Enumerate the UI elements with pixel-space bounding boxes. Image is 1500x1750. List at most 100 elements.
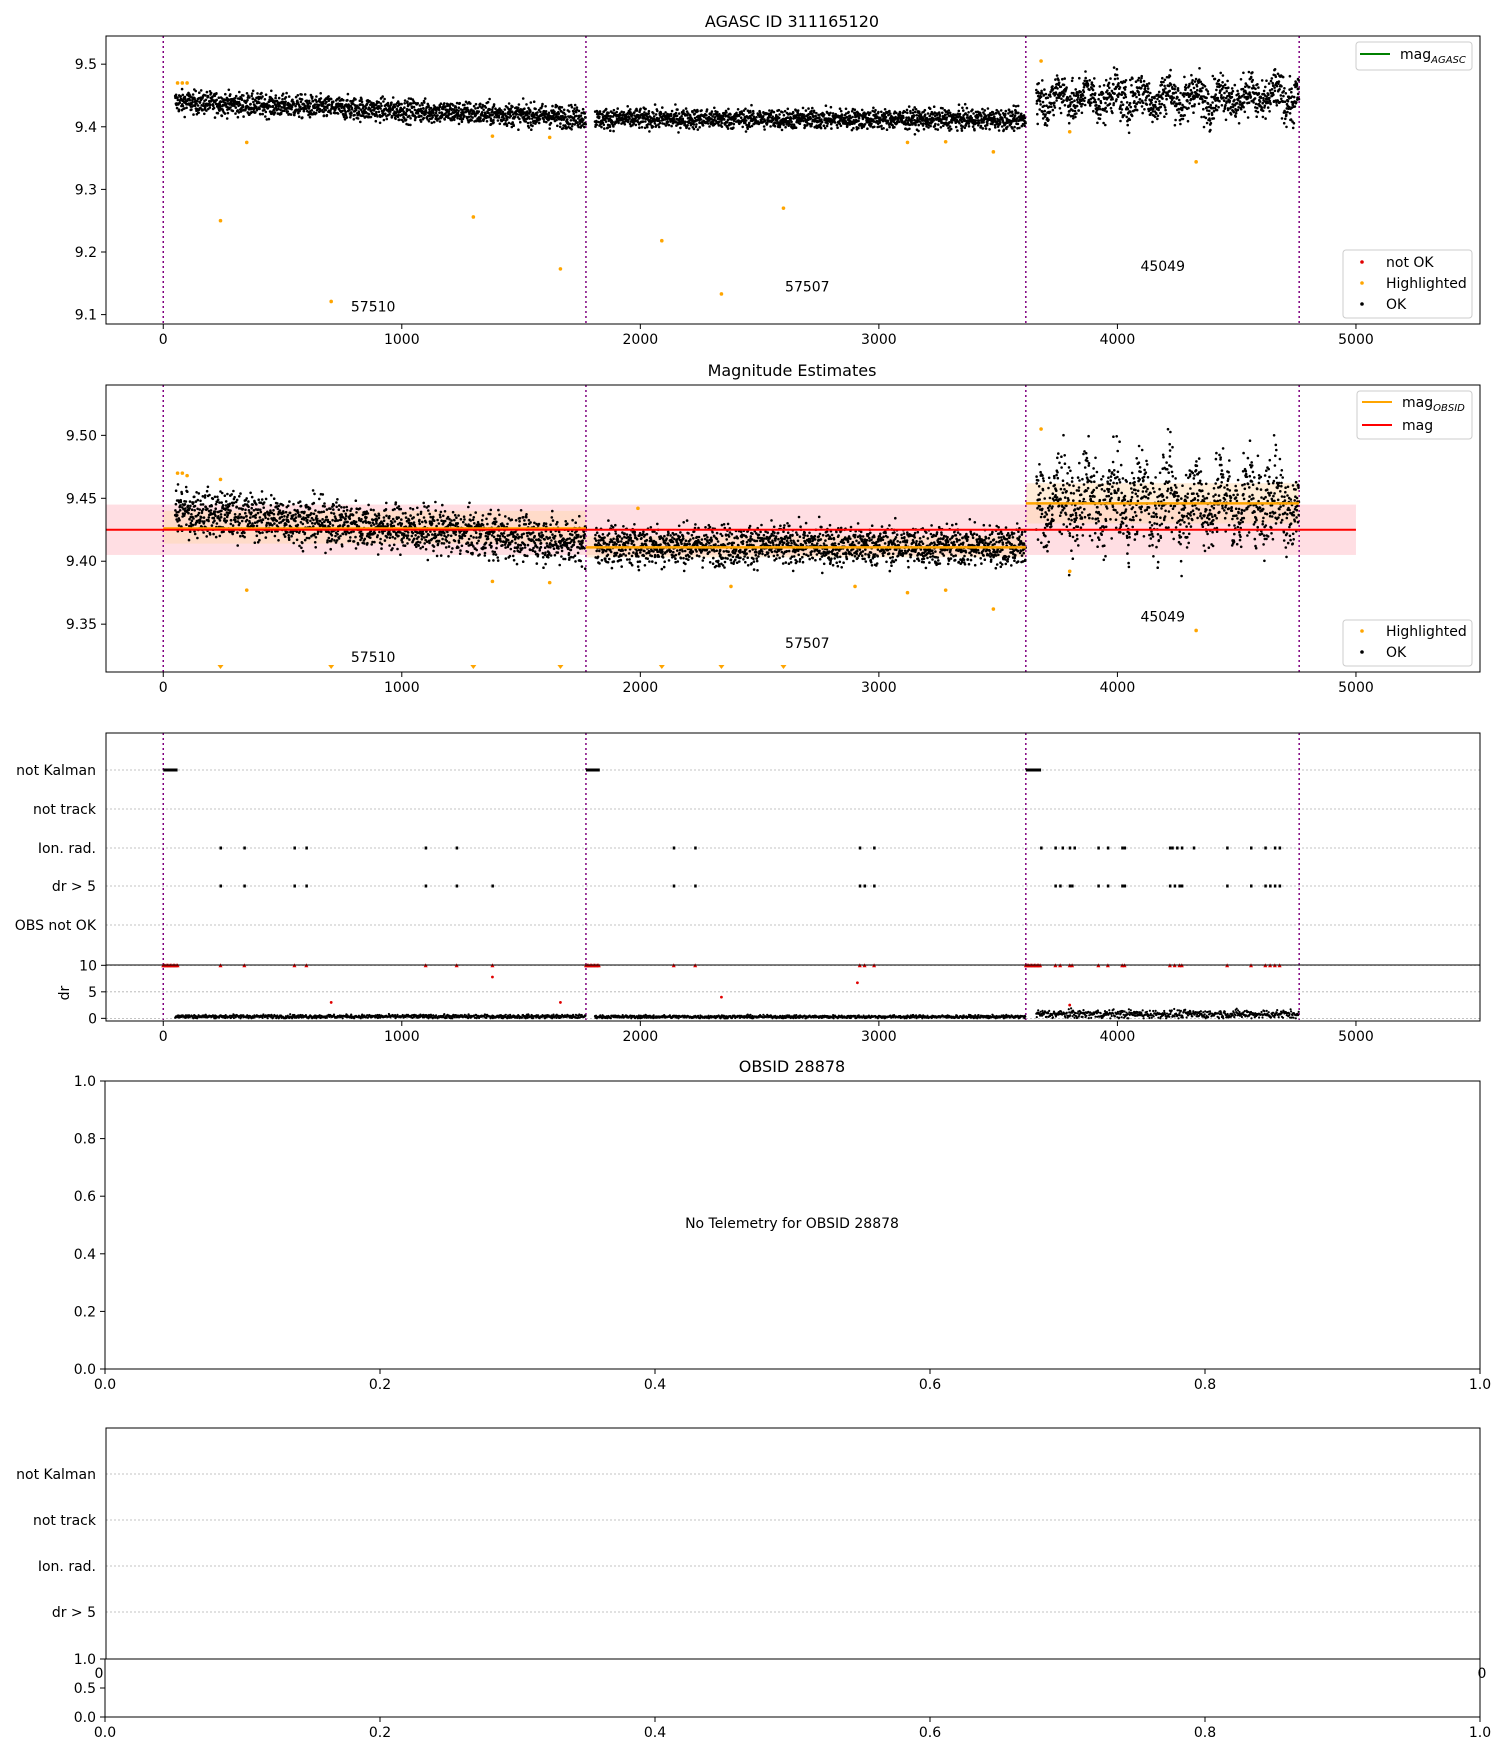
agasc-ok-point [692, 123, 696, 126]
agasc-ok-point [183, 95, 187, 99]
agasc-ok-point [958, 112, 962, 116]
agasc-ok-point [1206, 90, 1210, 93]
agasc-ok-point [1067, 121, 1071, 125]
agasc-ok-point [525, 103, 528, 106]
agasc-ok-point [505, 118, 509, 121]
agasc-ok-point [1288, 74, 1292, 78]
agasc-ok-point [1264, 117, 1267, 120]
agasc-ok-point [456, 111, 460, 115]
agasc-ok-point [1285, 125, 1288, 129]
agasc-ok-point [322, 114, 326, 117]
agasc-ok-point [825, 124, 829, 128]
agasc-ok-point [1198, 67, 1201, 70]
estimates-ok-point [220, 509, 223, 513]
legend-not-ok-label: not OK [1386, 255, 1434, 271]
agasc-ok-point [878, 121, 882, 124]
agasc-ok-point [390, 101, 393, 104]
agasc-ok-point [1243, 110, 1247, 114]
agasc-ok-point [1141, 101, 1145, 105]
agasc-ok-point [1235, 102, 1239, 105]
agasc-ok-point [496, 119, 500, 122]
agasc-ok-point [1041, 100, 1045, 104]
agasc-ok-point [250, 92, 254, 95]
agasc-ok-point [783, 109, 787, 113]
agasc-ok-point [700, 109, 703, 112]
agasc-ok-point [1188, 82, 1191, 86]
agasc-ok-point [941, 107, 944, 110]
agasc-legend[interactable]: magAGASC [1355, 41, 1473, 71]
estimates-ok-point [208, 533, 212, 536]
agasc-ok-point [562, 126, 565, 130]
agasc-ok-point [1157, 108, 1160, 112]
agasc-ok-point [840, 113, 844, 117]
agasc-ok-point [913, 110, 917, 114]
agasc-ok-point [518, 117, 521, 121]
agasc-ok-point [907, 105, 911, 108]
agasc-ok-point [997, 129, 1001, 132]
agasc-ok-point [178, 101, 181, 104]
agasc-ok-point [915, 114, 919, 117]
agasc-ok-point [1075, 112, 1078, 115]
agasc-ok-point [460, 120, 464, 123]
agasc-ok-point [251, 97, 255, 100]
agasc-x-tick-label: 2000 [623, 332, 659, 348]
agasc-ok-point [414, 116, 418, 119]
agasc-ok-point [720, 121, 723, 125]
estimates-ok-point [231, 524, 235, 527]
agasc-ok-point [928, 107, 932, 110]
agasc-ok-point [1283, 87, 1286, 90]
agasc-ok-point [622, 111, 626, 114]
agasc-ok-point [676, 108, 679, 111]
estimates-ok-point [243, 531, 246, 534]
agasc-ok-point [1226, 79, 1229, 83]
agasc-ok-point [934, 122, 937, 126]
agasc-x-tick-label: 5000 [1338, 332, 1374, 348]
agasc-ok-point [1234, 111, 1238, 115]
agasc-ok-point [1266, 106, 1270, 109]
agasc-ok-point [566, 118, 569, 121]
estimates-ok-point [238, 521, 241, 525]
agasc-ok-point [1227, 86, 1230, 89]
agasc-ok-point [677, 112, 681, 115]
agasc-ok-point [1200, 89, 1203, 93]
agasc-ok-point [224, 103, 228, 106]
agasc-ok-point [1155, 112, 1158, 115]
agasc-ok-point [666, 120, 670, 123]
agasc-ok-point [342, 98, 345, 102]
agasc-ok-point [853, 108, 857, 111]
agasc-ok-point [1277, 80, 1281, 83]
agasc-ok-point [1101, 92, 1105, 95]
agasc-ok-point [812, 114, 815, 118]
agasc-ok-point [822, 124, 826, 127]
agasc-ok-point [296, 94, 300, 97]
agasc-ok-point [575, 114, 578, 118]
agasc-ok-point [823, 126, 827, 130]
agasc-ok-point [978, 121, 981, 125]
agasc-ok-point [1108, 102, 1112, 106]
agasc-ok-point [349, 114, 353, 117]
agasc-ok-point [1224, 118, 1228, 122]
agasc-ok-point [701, 124, 705, 127]
agasc-ok-point [777, 108, 781, 112]
agasc-ok-point [340, 103, 344, 106]
agasc-ok-point [408, 114, 411, 118]
agasc-ok-point [1041, 110, 1044, 114]
agasc-ok-point [258, 107, 261, 111]
agasc-ok-point [914, 108, 918, 111]
agasc-ok-point [195, 102, 198, 105]
agasc-ok-point [707, 122, 710, 125]
estimates-ok-point [186, 504, 190, 508]
agasc-ok-point [1222, 109, 1226, 113]
agasc-ok-point [378, 121, 382, 125]
agasc-status-legend[interactable]: not OK Highlighted OK [1342, 249, 1473, 319]
agasc-ok-point [1257, 86, 1260, 89]
agasc-ok-point [287, 95, 291, 98]
agasc-ok-point [873, 125, 876, 129]
agasc-ok-point [432, 120, 436, 124]
agasc-ok-point [798, 122, 802, 125]
agasc-ok-point [310, 109, 314, 112]
agasc-ok-point [1106, 89, 1109, 92]
agasc-ok-point [556, 124, 559, 128]
estimates-ok-point [233, 495, 236, 499]
agasc-ok-point [1209, 103, 1212, 107]
